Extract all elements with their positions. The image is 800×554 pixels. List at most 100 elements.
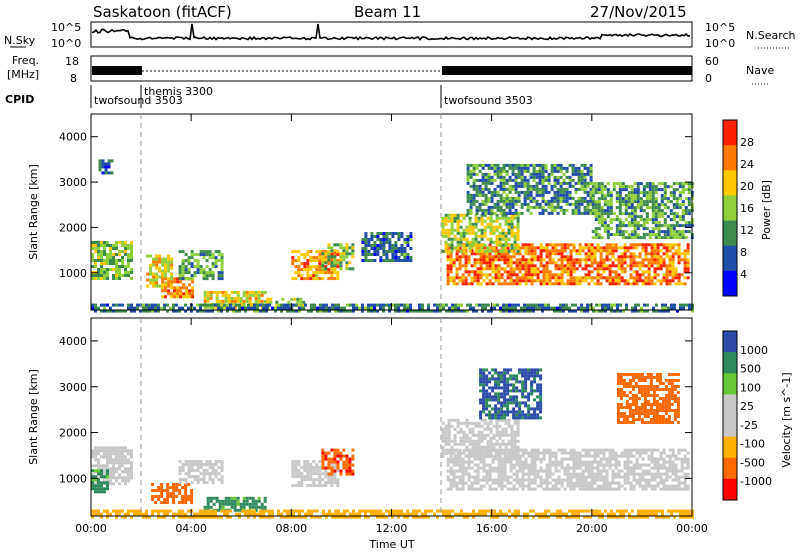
data-cell: [677, 258, 681, 262]
data-cell: [669, 233, 673, 237]
data-cell: [382, 238, 386, 241]
data-cell: [485, 264, 489, 268]
data-cell: [683, 460, 687, 464]
data-cell: [471, 448, 475, 452]
data-cell: [616, 306, 619, 310]
data-cell: [193, 460, 197, 464]
data-cell: [441, 249, 445, 253]
data-cell: [97, 256, 100, 259]
data-cell: [572, 484, 576, 488]
data-cell: [497, 463, 501, 467]
data-cell: [446, 457, 450, 461]
data-cell: [188, 295, 192, 299]
data-cell: [446, 469, 450, 473]
data-cell: [256, 309, 259, 313]
data-cell: [675, 233, 679, 237]
data-cell: [290, 297, 294, 301]
data-cell: [483, 454, 487, 458]
data-cell: [548, 249, 552, 253]
data-cell: [218, 505, 222, 509]
data-cell: [611, 243, 615, 247]
data-cell: [211, 472, 215, 476]
data-cell: [300, 475, 304, 479]
data-cell: [581, 469, 585, 473]
data-cell: [205, 469, 209, 473]
data-cell: [515, 258, 519, 262]
data-cell: [179, 280, 183, 284]
data-cell: [681, 230, 685, 234]
data-cell: [542, 276, 546, 280]
data-cell: [127, 458, 130, 462]
data-cell: [220, 259, 224, 263]
data-cell: [584, 463, 588, 467]
data-cell: [142, 303, 145, 307]
data-cell: [578, 264, 582, 268]
data-cell: [106, 244, 109, 247]
data-cell: [190, 250, 194, 254]
data-cell: [178, 469, 182, 473]
data-cell: [521, 448, 525, 452]
data-cell: [461, 463, 465, 467]
data-cell: [130, 244, 133, 247]
data-cell: [609, 209, 613, 213]
data-cell: [645, 197, 649, 201]
data-cell: [486, 216, 490, 220]
cpid-panel: CPID twofsound 3503 themis 3300 twofsoun…: [5, 85, 533, 108]
data-cell: [351, 454, 355, 458]
data-cell: [345, 252, 349, 256]
data-cell: [675, 203, 679, 207]
data-cell: [653, 261, 657, 265]
data-cell: [190, 498, 194, 501]
data-cell: [624, 188, 628, 192]
data-cell: [465, 225, 469, 229]
data-cell: [124, 268, 127, 271]
data-cell: [324, 451, 328, 455]
data-cell: [650, 457, 654, 461]
data-cell: [683, 454, 687, 458]
data-cell: [654, 233, 658, 237]
data-cell: [677, 279, 681, 283]
data-cell: [277, 306, 280, 310]
data-cell: [572, 472, 576, 476]
data-cell: [447, 237, 451, 241]
data-cell: [185, 292, 189, 296]
data-cell: [656, 475, 660, 479]
data-cell: [536, 258, 540, 262]
data-cell: [497, 252, 501, 256]
data-cell: [509, 261, 513, 265]
data-cell: [224, 296, 228, 300]
data-cell: [164, 260, 168, 264]
data-cell: [500, 478, 504, 482]
data-cell: [589, 306, 592, 310]
data-cell: [208, 271, 212, 275]
data-cell: [211, 481, 215, 485]
data-cell: [345, 457, 349, 461]
data-cell: [103, 253, 106, 256]
data-cell: [586, 309, 589, 313]
data-cell: [565, 208, 569, 212]
data-cell: [609, 212, 613, 216]
data-cell: [538, 178, 542, 182]
data-cell: [300, 277, 304, 281]
data-cell: [648, 236, 652, 240]
data-cell: [508, 306, 511, 310]
data-cell: [460, 303, 463, 307]
data-cell: [681, 191, 685, 195]
data-cell: [296, 297, 300, 301]
data-cell: [633, 227, 637, 231]
data-cell: [620, 484, 624, 488]
data-cell: [397, 306, 400, 310]
data-cell: [599, 475, 603, 479]
data-cell: [584, 264, 588, 268]
data-cell: [486, 454, 490, 458]
data-cell: [504, 442, 508, 446]
data-cell: [142, 306, 145, 310]
data-cell: [498, 418, 502, 422]
data-cell: [361, 253, 365, 256]
data-cell: [483, 225, 487, 229]
data-cell: [590, 270, 594, 274]
data-cell: [458, 454, 462, 458]
data-cell: [591, 197, 595, 201]
data-cell: [491, 481, 495, 485]
data-cell: [503, 258, 507, 262]
